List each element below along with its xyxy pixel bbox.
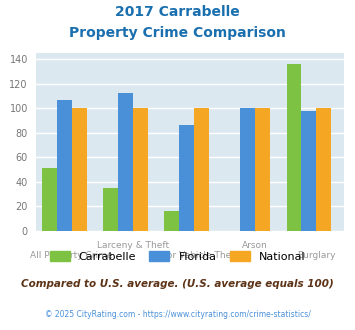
Text: Property Crime Comparison: Property Crime Comparison xyxy=(69,26,286,40)
Bar xyxy=(42,168,56,231)
Text: Arson: Arson xyxy=(242,241,268,250)
Legend: Carrabelle, Florida, National: Carrabelle, Florida, National xyxy=(50,251,305,262)
Bar xyxy=(194,108,209,231)
Bar xyxy=(164,211,179,231)
Text: Compared to U.S. average. (U.S. average equals 100): Compared to U.S. average. (U.S. average … xyxy=(21,279,334,289)
Bar xyxy=(118,93,133,231)
Bar xyxy=(133,108,148,231)
Bar xyxy=(72,108,87,231)
Text: 2017 Carrabelle: 2017 Carrabelle xyxy=(115,5,240,19)
Bar xyxy=(255,108,270,231)
Bar xyxy=(240,108,255,231)
Bar xyxy=(286,64,301,231)
Text: Motor Vehicle Theft: Motor Vehicle Theft xyxy=(150,251,238,260)
Text: Larceny & Theft: Larceny & Theft xyxy=(97,241,169,250)
Bar xyxy=(103,188,118,231)
Text: Burglary: Burglary xyxy=(297,251,336,260)
Bar xyxy=(56,100,72,231)
Bar xyxy=(301,111,316,231)
Text: All Property Crime: All Property Crime xyxy=(30,251,113,260)
Text: © 2025 CityRating.com - https://www.cityrating.com/crime-statistics/: © 2025 CityRating.com - https://www.city… xyxy=(45,310,310,319)
Bar xyxy=(316,108,332,231)
Bar xyxy=(179,125,194,231)
